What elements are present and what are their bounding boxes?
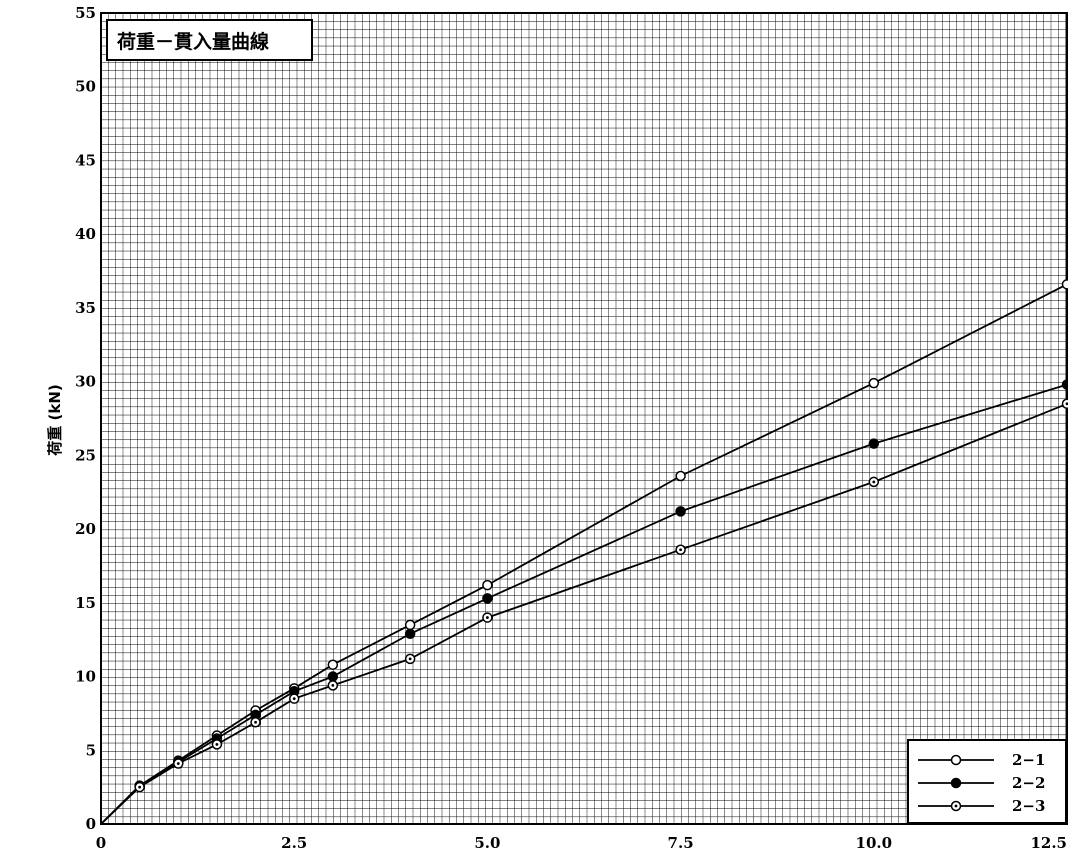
y-tick-label: 35 — [75, 299, 96, 317]
data-point-dot — [176, 762, 180, 765]
legend-item: 2−1 — [918, 751, 1045, 769]
x-tick-label: 12.5 — [1030, 834, 1067, 852]
legend-item: 2−3 — [918, 797, 1045, 815]
x-tick-labels: 0 2.5 5.0 7.5 10.0 12.5 — [96, 834, 1067, 852]
y-tick-label: 25 — [75, 446, 96, 464]
data-point — [482, 593, 493, 604]
data-point — [868, 377, 880, 389]
legend-item: 2−2 — [918, 774, 1045, 792]
y-tick-label: 15 — [75, 594, 96, 612]
data-point-dot — [292, 697, 296, 701]
y-tick-label: 10 — [75, 668, 96, 686]
legend-label: 2−2 — [1012, 774, 1045, 792]
data-point-dot — [215, 742, 219, 746]
plot-frame — [100, 12, 1068, 825]
legend: 2−1 2−2 2−3 — [907, 739, 1067, 824]
data-point-dot — [1065, 402, 1068, 406]
data-point — [1061, 398, 1068, 410]
data-point — [868, 438, 880, 449]
legend-label: 2−1 — [1012, 751, 1045, 769]
series-3 — [100, 398, 1068, 825]
legend-marker — [950, 754, 962, 766]
chart-title: 荷重－貫入量曲線 — [117, 30, 269, 53]
plot-area — [100, 12, 1068, 825]
y-tick-labels: 0 5 10 15 20 25 30 35 40 45 50 55 — [75, 4, 96, 833]
series-line — [100, 383, 1068, 825]
x-tick-label: 0 — [96, 834, 106, 852]
data-point — [482, 579, 493, 591]
data-point — [675, 506, 686, 517]
y-tick-label: 20 — [75, 520, 96, 538]
y-tick-label: 30 — [75, 373, 96, 391]
grid-background — [101, 13, 1067, 824]
data-point — [675, 470, 686, 482]
data-point-dot — [486, 616, 489, 619]
data-point-dot — [331, 683, 335, 687]
x-tick-label: 5.0 — [474, 834, 500, 852]
y-tick-label: 40 — [75, 225, 96, 243]
x-tick-label: 10.0 — [856, 834, 893, 852]
data-point — [404, 619, 416, 631]
chart-title-box: 荷重－貫入量曲線 — [106, 19, 313, 61]
legend-label: 2−3 — [1012, 797, 1045, 815]
data-point-dot — [408, 657, 412, 661]
series-layer — [100, 279, 1068, 825]
x-tick-label: 7.5 — [668, 834, 694, 852]
y-axis-label: 荷重 (kN) — [46, 384, 64, 455]
legend-marker-dot — [954, 804, 958, 808]
data-point — [1061, 379, 1068, 390]
data-point — [1061, 279, 1068, 290]
x-tick-label: 2.5 — [281, 834, 307, 852]
series-line — [100, 283, 1068, 825]
legend-marker — [950, 777, 962, 789]
data-point-dot — [872, 480, 876, 484]
y-tick-label: 50 — [75, 78, 96, 96]
data-point-dot — [138, 785, 142, 789]
y-tick-label: 0 — [86, 815, 96, 833]
data-point — [327, 659, 339, 670]
data-point-dot — [679, 548, 682, 552]
data-point — [404, 628, 416, 640]
legend-box — [907, 739, 1067, 824]
y-tick-label: 55 — [75, 4, 96, 22]
y-tick-label: 5 — [86, 741, 96, 759]
y-tick-label: 45 — [75, 151, 96, 169]
data-point — [327, 671, 339, 682]
series-line — [100, 402, 1068, 825]
data-point-dot — [254, 720, 257, 724]
